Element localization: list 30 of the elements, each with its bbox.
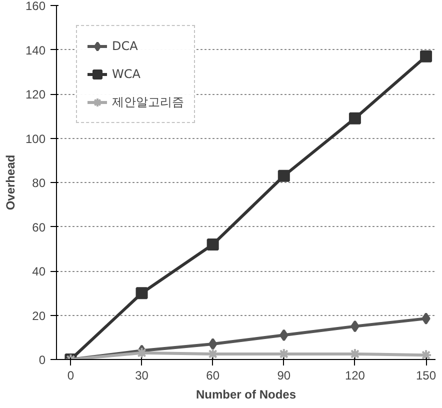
y-tick-label: 120	[25, 88, 46, 102]
point	[348, 112, 361, 124]
x-tick-label: 0	[67, 368, 74, 382]
y-tick-label: 80	[32, 176, 46, 190]
y-axis-title: Overhead	[3, 154, 18, 210]
x-axis-title: Number of Nodes	[196, 388, 296, 402]
point	[208, 338, 218, 350]
point	[280, 329, 288, 342]
point	[278, 170, 290, 182]
y-tick-label: 20	[32, 308, 46, 323]
point	[422, 312, 430, 325]
y-tick-label: 60	[32, 220, 46, 234]
point	[206, 238, 219, 250]
point	[136, 287, 148, 300]
x-tick-label: 150	[416, 368, 436, 382]
point	[420, 50, 432, 62]
legend-label: DCA	[112, 39, 138, 53]
x-tick-label: 60	[206, 368, 220, 382]
y-tick-label: 40	[32, 264, 46, 278]
y-tick-label: 160	[25, 0, 46, 13]
x-tick-label: 30	[135, 368, 149, 382]
point	[420, 349, 432, 360]
point	[350, 320, 360, 332]
y-tick-label: 0	[38, 353, 46, 367]
y-tick-label: 100	[25, 132, 46, 146]
x-tick-label: 90	[277, 368, 291, 382]
legend-label: 제안알고리즘	[112, 94, 184, 110]
x-tick-label: 120	[344, 368, 366, 382]
y-tick-label: 140	[25, 43, 46, 58]
legend-label: WCA	[112, 67, 140, 81]
